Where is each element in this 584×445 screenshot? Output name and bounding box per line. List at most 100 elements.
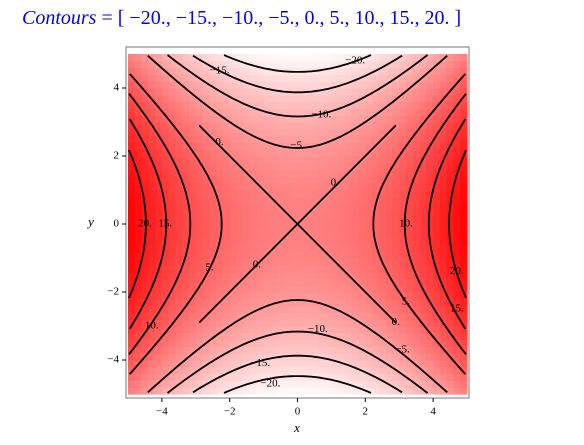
shade-cell [141, 183, 149, 191]
shade-cell [453, 67, 461, 75]
shade-cell [195, 196, 204, 205]
shade-cell [270, 122, 278, 130]
shade-cell [311, 305, 319, 313]
shade-cell [297, 271, 305, 279]
shade-cell [385, 244, 394, 252]
shade-cell [365, 101, 373, 109]
shade-cell [324, 74, 332, 82]
shade-cell [168, 101, 177, 109]
shade-cell [399, 339, 407, 347]
shade-cell [236, 326, 244, 334]
shade-cell [412, 366, 421, 375]
shade-cell [202, 237, 210, 245]
shade-cell [263, 373, 271, 381]
shade-cell [168, 60, 177, 69]
shade-cell [250, 74, 258, 82]
shade-cell [128, 190, 136, 198]
shade-cell [128, 373, 136, 381]
shade-cell [141, 176, 149, 184]
shade-cell [385, 67, 394, 75]
shade-cell [168, 128, 177, 137]
shade-cell [297, 312, 305, 320]
shade-cell [351, 312, 360, 320]
shade-cell [161, 108, 170, 116]
shade-cell [399, 183, 407, 191]
shade-cell [216, 156, 224, 164]
shade-cell [392, 298, 400, 307]
shade-cell [399, 94, 407, 103]
shade-cell [385, 285, 394, 293]
shade-cell [182, 339, 190, 347]
contour-line [167, 54, 429, 118]
shade-cell [372, 346, 380, 354]
shade-cell [399, 312, 407, 320]
shade-cell [426, 156, 434, 164]
shade-cell [392, 380, 400, 388]
shade-cell [283, 122, 292, 130]
shade-cell [433, 271, 441, 279]
shade-cell [317, 108, 326, 116]
shade-cell [229, 135, 238, 143]
shade-cell [216, 258, 224, 266]
shade-cell [426, 346, 434, 354]
shade-cell [161, 353, 170, 361]
shade-cell [283, 217, 292, 225]
shade-cell [277, 149, 285, 157]
shade-cell [141, 115, 149, 123]
shade-cell [256, 60, 265, 69]
shade-cell [399, 67, 407, 75]
shade-cell [161, 60, 170, 69]
shade-cell [236, 81, 244, 89]
shade-cell [209, 346, 217, 354]
shade-cell [148, 190, 156, 198]
shade-cell [277, 122, 285, 130]
shade-cell [412, 305, 421, 313]
shade-cell [168, 332, 177, 341]
shade-cell [446, 135, 455, 143]
shade-cell [290, 149, 299, 157]
shade-cell [283, 298, 292, 307]
shade-cell [209, 74, 217, 82]
shade-cell [243, 210, 251, 218]
shade-cell [412, 74, 421, 82]
contour-line [372, 73, 466, 375]
shade-cell [399, 108, 407, 116]
shade-cell [453, 353, 461, 361]
shade-cell [331, 387, 339, 395]
shade-cell [399, 387, 407, 395]
shade-cell [134, 115, 143, 123]
shade-cell [311, 149, 319, 157]
shade-cell [155, 271, 163, 279]
shade-cell [243, 373, 251, 381]
shade-cell [155, 244, 163, 252]
shade-cell [405, 162, 414, 171]
shade-cell [229, 230, 238, 239]
shade-cell [189, 210, 197, 218]
shade-cell [236, 115, 244, 123]
shade-cell [128, 271, 136, 279]
shade-cell [216, 169, 224, 177]
shade-cell [304, 74, 312, 82]
shade-cell [155, 278, 163, 286]
shade-cell [324, 135, 332, 143]
shade-cell [344, 373, 353, 381]
y-tick-label: 4 [114, 82, 120, 94]
shade-cell [256, 244, 265, 252]
shade-cell [155, 217, 163, 225]
shade-cell [358, 101, 366, 109]
shade-cell [290, 353, 299, 361]
shade-cell [222, 88, 231, 96]
shade-cell [317, 67, 326, 75]
shade-cell [134, 326, 143, 334]
shade-cell [222, 230, 231, 239]
shade-cell [148, 135, 156, 143]
shade-cell [216, 190, 224, 198]
shade-cell [222, 203, 231, 211]
shade-cell [399, 366, 407, 375]
shade-cell [202, 346, 210, 354]
shade-cell [358, 149, 366, 157]
shade-cell [256, 210, 265, 218]
shade-cell [317, 60, 326, 69]
shade-cell [216, 94, 224, 103]
shade-cell [168, 230, 177, 239]
